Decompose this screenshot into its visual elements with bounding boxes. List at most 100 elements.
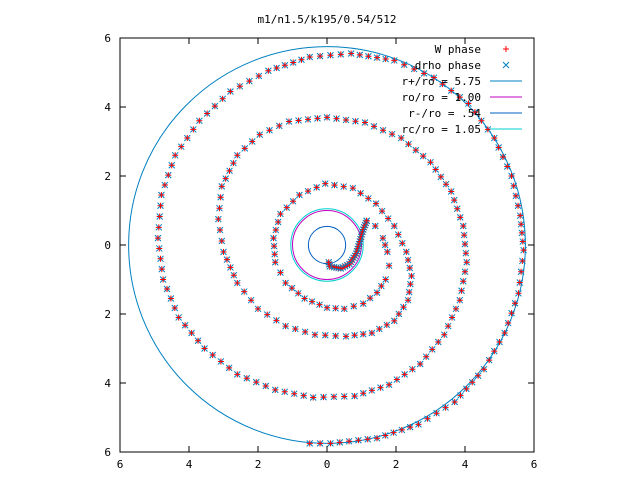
w-point-154 xyxy=(460,278,467,285)
w-point-131 xyxy=(352,118,359,125)
w-point-31 xyxy=(363,217,370,224)
w-point-204 xyxy=(158,191,165,198)
w-point-149 xyxy=(461,232,468,239)
w-point-68 xyxy=(349,185,356,192)
w-point-158 xyxy=(449,314,456,321)
w-point-236 xyxy=(411,66,418,73)
w-point-50 xyxy=(288,285,295,292)
w-point-260 xyxy=(518,268,525,275)
w-point-203 xyxy=(157,202,164,209)
w-point-94 xyxy=(322,332,329,339)
w-point-44 xyxy=(332,305,339,312)
w-point-124 xyxy=(286,118,293,125)
w-point-120 xyxy=(249,138,256,145)
w-point-133 xyxy=(371,123,378,130)
w-point-280 xyxy=(407,424,414,431)
w-point-277 xyxy=(433,410,440,417)
w-point-209 xyxy=(178,143,185,150)
w-point-122 xyxy=(266,127,273,134)
w-point-52 xyxy=(277,269,284,276)
w-point-230 xyxy=(356,51,363,58)
w-point-90 xyxy=(360,331,367,338)
w-point-184 xyxy=(234,371,241,378)
w-point-215 xyxy=(219,95,226,102)
w-point-118 xyxy=(234,152,241,159)
w-point-117 xyxy=(230,160,237,167)
w-point-194 xyxy=(167,295,174,302)
w-point-123 xyxy=(276,122,283,129)
y-tick-label-2: 2 xyxy=(104,308,111,321)
w-point-67 xyxy=(340,183,347,190)
circle-3 xyxy=(290,208,364,282)
w-point-41 xyxy=(360,300,367,307)
w-point-125 xyxy=(295,117,302,124)
w-point-205 xyxy=(161,182,168,189)
w-point-146 xyxy=(454,205,461,212)
w-point-221 xyxy=(273,65,280,72)
w-point-167 xyxy=(393,376,400,383)
w-point-220 xyxy=(265,67,272,74)
w-point-143 xyxy=(443,181,450,188)
w-point-217 xyxy=(236,83,243,90)
w-point-141 xyxy=(432,166,439,173)
w-point-191 xyxy=(182,322,189,329)
w-point-151 xyxy=(462,250,469,257)
w-point-136 xyxy=(398,135,405,142)
w-point-195 xyxy=(164,285,171,292)
w-point-234 xyxy=(391,57,398,64)
w-point-245 xyxy=(484,126,491,133)
w-point-114 xyxy=(218,183,225,190)
w-point-262 xyxy=(515,290,522,297)
w-point-289 xyxy=(327,440,334,447)
w-point-263 xyxy=(512,300,519,307)
w-point-159 xyxy=(445,323,452,330)
w-point-235 xyxy=(401,61,408,68)
circle-1 xyxy=(292,210,362,280)
w-point-196 xyxy=(160,276,167,283)
w-point-193 xyxy=(171,304,178,311)
w-point-119 xyxy=(241,145,248,152)
legend-marker-1 xyxy=(502,61,510,69)
w-point-218 xyxy=(246,78,253,85)
w-point-255 xyxy=(518,221,525,228)
w-point-226 xyxy=(317,53,324,60)
w-point-222 xyxy=(281,62,288,69)
w-point-121 xyxy=(256,131,263,138)
w-point-207 xyxy=(168,162,175,169)
w-point-46 xyxy=(316,301,323,308)
w-point-241 xyxy=(456,94,463,101)
w-point-58 xyxy=(275,219,282,225)
w-point-109 xyxy=(218,237,225,244)
w-point-73 xyxy=(385,215,392,222)
w-point-198 xyxy=(157,255,164,262)
w-point-240 xyxy=(448,87,455,94)
y-tick-label-4: 2 xyxy=(104,170,111,183)
w-point-232 xyxy=(374,54,381,61)
w-point-282 xyxy=(390,429,397,436)
w-point-81 xyxy=(407,281,414,288)
w-point-150 xyxy=(462,241,468,248)
w-point-75 xyxy=(395,231,402,238)
w-point-219 xyxy=(255,72,262,79)
w-point-80 xyxy=(408,273,415,280)
w-point-145 xyxy=(451,197,458,204)
w-point-36 xyxy=(386,262,393,269)
w-point-164 xyxy=(417,361,424,368)
w-point-244 xyxy=(478,117,485,124)
circle-0 xyxy=(128,46,526,444)
w-point-268 xyxy=(491,348,498,355)
w-point-283 xyxy=(382,432,389,439)
w-point-156 xyxy=(456,297,463,304)
w-point-270 xyxy=(480,366,487,373)
w-point-74 xyxy=(391,223,398,230)
w-point-32 xyxy=(372,223,379,230)
w-point-40 xyxy=(367,295,374,302)
w-point-59 xyxy=(277,210,284,217)
w-point-170 xyxy=(368,387,375,394)
w-point-247 xyxy=(495,144,502,151)
w-point-113 xyxy=(217,194,224,201)
w-point-202 xyxy=(156,213,163,220)
w-point-55 xyxy=(271,243,278,250)
legend-marker-0 xyxy=(503,46,509,52)
